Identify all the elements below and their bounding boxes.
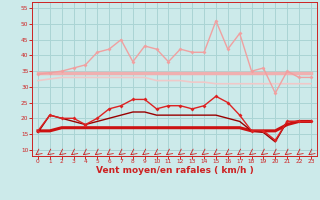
X-axis label: Vent moyen/en rafales ( km/h ): Vent moyen/en rafales ( km/h ): [96, 166, 253, 175]
